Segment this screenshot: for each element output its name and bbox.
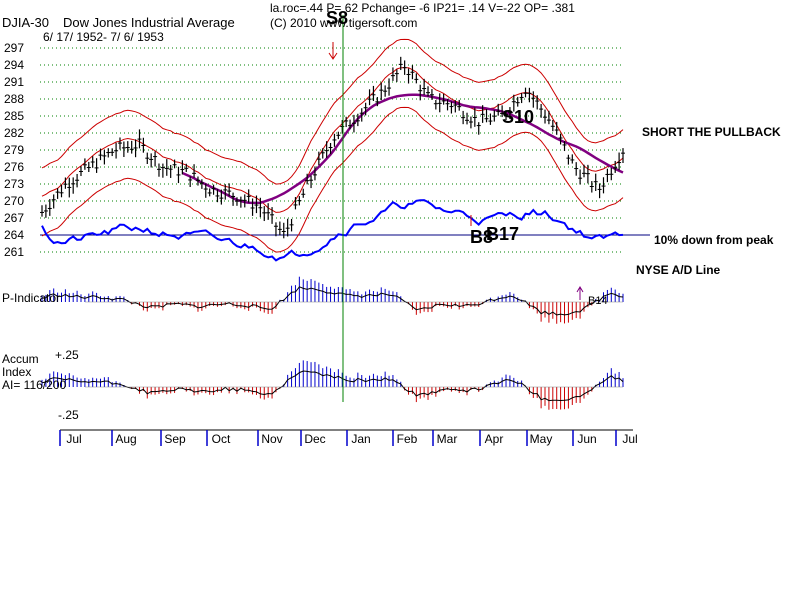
- inner-band: [41, 67, 624, 213]
- s10-label: S10: [502, 107, 534, 127]
- x-tick-label-nov: Nov: [261, 432, 282, 446]
- upper-band: [41, 38, 624, 185]
- y-tick-291: 291: [4, 75, 24, 89]
- x-tick-label-sep: Sep: [164, 432, 186, 446]
- y-tick-261: 261: [4, 245, 24, 259]
- index-name: Dow Jones Industrial Average: [63, 15, 235, 30]
- y-tick-288: 288: [4, 92, 24, 106]
- ad-line: [41, 199, 624, 262]
- y-tick-264: 264: [4, 228, 24, 242]
- x-axis: Jul Aug Sep Oct Nov Dec Jan Feb Mar Apr May Jun Jul: [59, 429, 638, 446]
- price-bars: [40, 56, 625, 239]
- nyse-ad-line: [41, 199, 624, 262]
- y-tick-282: 282: [4, 126, 24, 140]
- ai-value: AI= 116/200: [2, 378, 66, 392]
- p-indicator-panel: [41, 276, 624, 324]
- y-tick-270: 270: [4, 194, 24, 208]
- b8-label: B8: [470, 227, 493, 247]
- p-indicator-line: [41, 286, 624, 316]
- x-tick-label-feb: Feb: [397, 432, 418, 446]
- x-tick-label-mar: Mar: [437, 432, 458, 446]
- x-tick-label-jul: Jul: [622, 432, 637, 446]
- y-axis-labels: 297 294 291 288 285 282 279 276 273 270 267 264 261: [4, 41, 24, 259]
- x-tick-label-jan: Jan: [351, 432, 370, 446]
- y-tick-273: 273: [4, 177, 24, 191]
- lower-band: [41, 106, 624, 253]
- x-tick-label-apr: Apr: [485, 432, 504, 446]
- b14-label: B14: [588, 295, 608, 307]
- stats-line: la.roc=.44 P= 62 Pchange= -6 IP21= .14 V…: [270, 1, 575, 15]
- nyse-ad-label: NYSE A/D Line: [636, 263, 721, 277]
- plus-25-label: +.25: [55, 348, 79, 362]
- short-pullback-note: SHORT THE PULLBACK: [642, 125, 781, 139]
- s8-label: S8: [326, 8, 348, 28]
- date-range: 6/ 17/ 1952- 7/ 6/ 1953: [43, 30, 164, 44]
- x-tick-label-dec: Dec: [304, 432, 325, 446]
- ten-pct-note: 10% down from peak: [654, 233, 774, 247]
- x-tick-label-jul: Jul: [66, 432, 81, 446]
- y-tick-285: 285: [4, 109, 24, 123]
- y-tick-276: 276: [4, 160, 24, 174]
- y-tick-294: 294: [4, 58, 24, 72]
- y-tick-267: 267: [4, 211, 24, 225]
- p-indicator-label: P-Indicator: [2, 291, 60, 305]
- b17-label: B17: [486, 224, 519, 244]
- ticker-label: DJIA-30: [2, 15, 49, 30]
- copyright: (C) 2010 www.tigersoft.com: [270, 16, 417, 30]
- x-tick-label-may: May: [530, 432, 553, 446]
- index-label: Index: [2, 365, 31, 379]
- x-tick-label-aug: Aug: [115, 432, 136, 446]
- accum-index-panel: [41, 360, 624, 410]
- accum-label: Accum: [2, 352, 39, 366]
- s8-arrow-head: [328, 52, 338, 60]
- accum-index-line: [41, 370, 624, 402]
- x-tick-label-jun: Jun: [577, 432, 596, 446]
- x-tick-label-oct: Oct: [212, 432, 231, 446]
- b14-arrow-head: [576, 286, 584, 293]
- y-tick-297: 297: [4, 41, 24, 55]
- moving-average: [181, 93, 624, 205]
- minus-25-label: -.25: [58, 408, 79, 422]
- y-tick-279: 279: [4, 143, 24, 157]
- bollinger-bands: [41, 38, 624, 253]
